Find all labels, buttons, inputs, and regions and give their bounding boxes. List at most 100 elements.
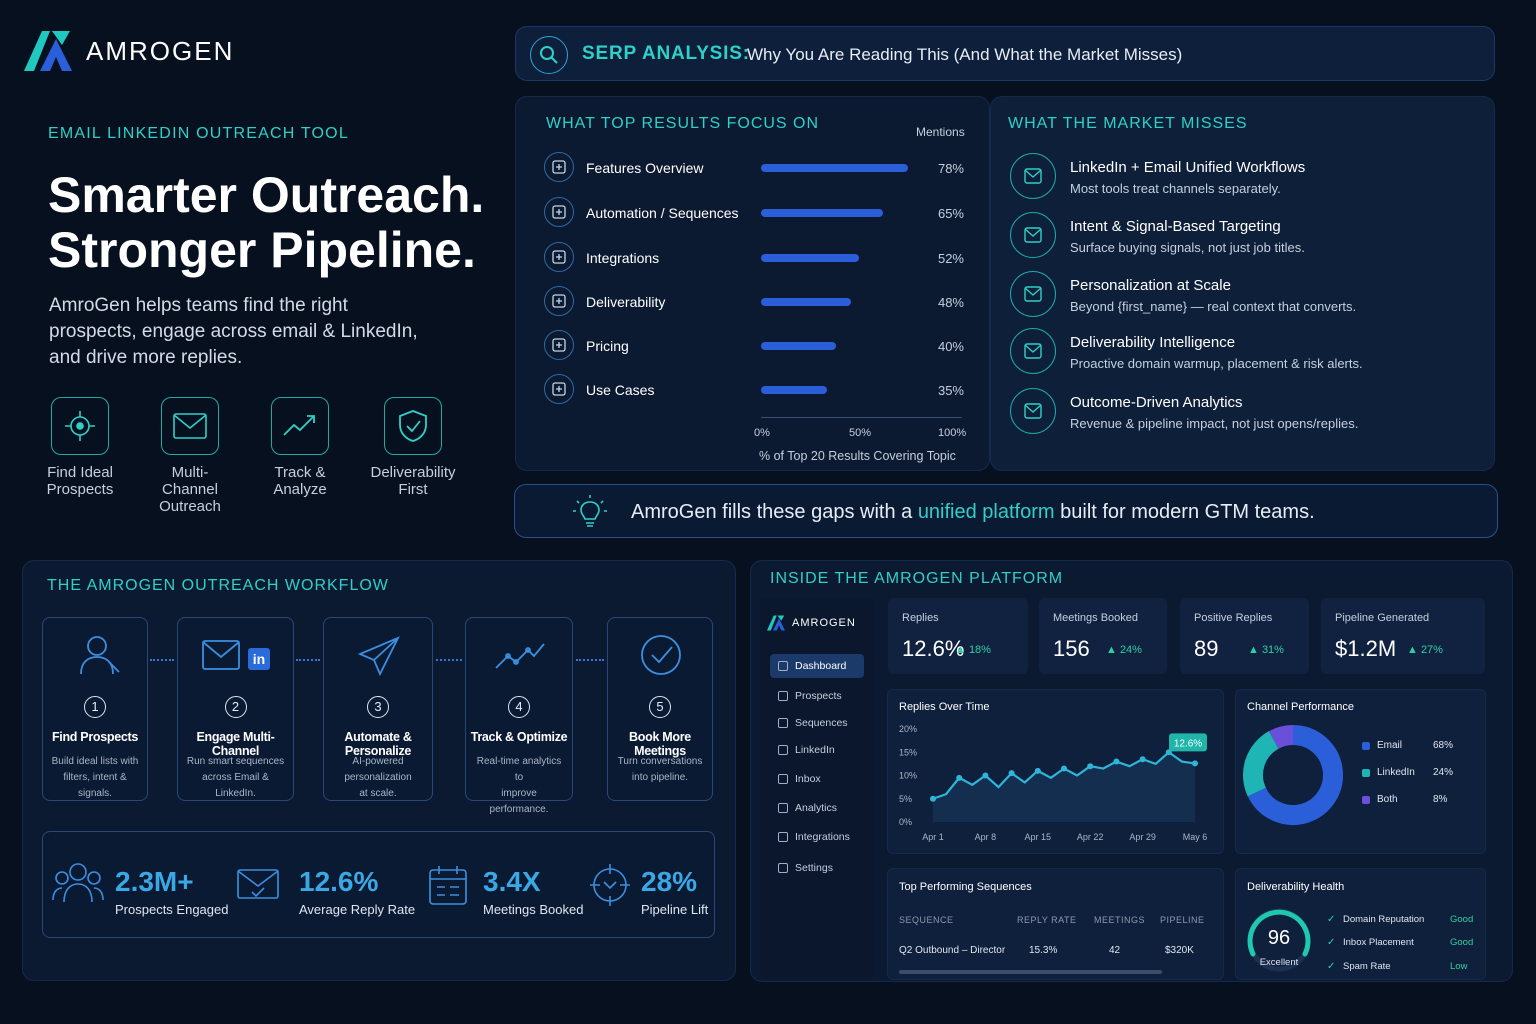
feature-label: Track &: [274, 464, 326, 481]
stat-label: Meetings Booked: [483, 902, 584, 917]
app-brand-name: AMROGEN: [792, 617, 856, 629]
check-icon: ✓: [1327, 914, 1336, 925]
y-tick-label: 15%: [899, 747, 917, 757]
focus-bar-fill: [761, 254, 859, 262]
kpi-change: ▲ 31%: [1248, 644, 1284, 656]
replies-point[interactable]: [1087, 763, 1094, 770]
focus-bar-fill: [761, 164, 908, 172]
banner-highlight[interactable]: unified platform: [917, 501, 1055, 523]
mail-icon: [544, 197, 574, 227]
workflow-stats-box: [42, 831, 715, 938]
banner-text-post: built for modern GTM teams.: [1060, 501, 1315, 523]
miss-item-title: LinkedIn + Email Unified Workflows: [1070, 159, 1306, 176]
donut-slice-email[interactable]: [1247, 725, 1343, 825]
focus-row-pct: 78%: [937, 161, 964, 176]
legend-pct: 24%: [1433, 767, 1454, 778]
platform-title: INSIDE THE AMROGEN PLATFORM: [770, 570, 1064, 587]
miss-item-title: Deliverability Intelligence: [1070, 334, 1236, 351]
kpi-card[interactable]: Meetings Booked 156 ▲ 24%: [1039, 598, 1167, 674]
app-brand[interactable]: AMROGEN: [766, 614, 856, 632]
focus-row-pct: 52%: [937, 251, 964, 266]
focus-row-label: Features Overview: [586, 160, 704, 176]
replies-point[interactable]: [1061, 765, 1067, 772]
linkedin-icon: in: [248, 648, 270, 670]
nav-item-sequences[interactable]: Sequences: [770, 711, 864, 735]
book-icon: [544, 374, 574, 404]
kpi-card[interactable]: Pipeline Generated $1.2M ▲ 27%: [1321, 598, 1485, 674]
search-icon[interactable]: [530, 36, 568, 74]
miss-item-title: Outcome-Driven Analytics: [1070, 394, 1243, 411]
nav-label: Settings: [795, 862, 833, 874]
hero-feature-track-analyze[interactable]: Track & Analyze: [260, 397, 340, 507]
workflow-step-find-prospects[interactable]: 1 Find Prospects Build ideal lists with f…: [42, 617, 148, 801]
workflow-step-book-meetings[interactable]: 5 Book More Meetings Turn conversations i…: [607, 617, 713, 801]
x-tick-label: Apr 22: [1077, 832, 1104, 842]
brand-logo[interactable]: AMROGEN: [22, 26, 242, 76]
hero-feature-find-prospects[interactable]: Find Ideal Prospects: [40, 397, 120, 507]
replies-point[interactable]: [1139, 756, 1146, 763]
donut-slice-both[interactable]: [1268, 725, 1294, 749]
focus-row-label: Deliverability: [586, 294, 666, 310]
nav-item-settings[interactable]: Settings: [770, 856, 864, 880]
kpi-card[interactable]: Positive Replies 89 ▲ 31%: [1180, 598, 1309, 674]
health-title: Deliverability Health: [1247, 881, 1345, 893]
nav-item-integrations[interactable]: Integrations: [770, 825, 864, 849]
replies-point[interactable]: [1192, 760, 1198, 767]
replies-point[interactable]: [1008, 770, 1015, 777]
health-item: ✓ Spam Rate Low: [1327, 961, 1477, 975]
sequences-title: Top Performing Sequences: [899, 881, 1032, 893]
sequences-icon: [778, 718, 788, 728]
health-card: [1235, 868, 1486, 980]
feature-label: Prospects: [46, 481, 114, 498]
flow-arrow: [576, 659, 604, 661]
nav-item-linkedin[interactable]: LinkedIn: [770, 738, 864, 762]
workflow-step-automate[interactable]: 3 Automate & Personalize AI-powered pers…: [323, 617, 433, 801]
focus-row-label: Integrations: [586, 250, 660, 266]
replies-area: [933, 752, 1195, 822]
hero-feature-deliverability[interactable]: Deliverability First: [365, 397, 461, 507]
nav-item-analytics[interactable]: Analytics: [770, 796, 864, 820]
replies-point[interactable]: [956, 774, 963, 781]
miss-item-desc: Revenue & pipeline impact, not just open…: [1070, 416, 1359, 431]
focus-bar: [761, 386, 962, 394]
step-number: 4: [508, 696, 530, 718]
workflow-step-engage[interactable]: in 2 Engage Multi-Channel Run smart sequ…: [177, 617, 294, 801]
nav-item-dashboard[interactable]: Dashboard: [770, 654, 864, 678]
step-desc-line: Real-time analytics to: [476, 756, 562, 783]
banner-text: AmroGen fills these gaps with a unified …: [631, 501, 1315, 524]
step-title: Engage Multi-Channel: [196, 730, 275, 758]
hero-feature-multi-channel[interactable]: Multi-Channel Outreach: [145, 397, 235, 515]
table-cell: $320K: [1165, 945, 1194, 956]
feature-label: Analyze: [273, 481, 327, 498]
table-row[interactable]: Q2 Outbound – Director 15.3% 42 $320K: [899, 945, 1209, 961]
workflow-step-track[interactable]: 4 Track & Optimize Real-time analytics t…: [465, 617, 573, 815]
legend-label: Both: [1377, 794, 1398, 805]
hero-body-line: AmroGen helps teams find the right: [49, 295, 348, 316]
kpi-card[interactable]: Replies 12.6% ▲ 18%: [888, 598, 1028, 674]
users-group-icon: [52, 863, 104, 903]
nav-item-prospects[interactable]: Prospects: [770, 684, 864, 708]
replies-point[interactable]: [1034, 767, 1041, 774]
tag-icon: [544, 330, 574, 360]
donut-slice-linkedin[interactable]: [1243, 731, 1280, 797]
table-scrollbar[interactable]: [899, 970, 1162, 974]
step-desc-line: improve performance.: [489, 788, 549, 815]
focus-bar: [761, 164, 962, 172]
step-desc-line: across Email & LinkedIn.: [202, 772, 269, 799]
nav-item-inbox[interactable]: Inbox: [770, 767, 864, 791]
replies-point[interactable]: [1113, 758, 1120, 765]
kpi-change: ▲ 27%: [1407, 644, 1443, 656]
step-desc-line: Build ideal lists with: [51, 756, 139, 767]
focus-row-pct: 35%: [937, 383, 964, 398]
legend-swatch: [1362, 796, 1370, 804]
users-icon: [80, 636, 120, 675]
banner-text-pre: AmroGen fills these gaps with a: [631, 501, 913, 523]
replies-point[interactable]: [930, 795, 936, 802]
replies-point[interactable]: [982, 772, 989, 779]
table-header: SEQUENCE: [899, 915, 954, 925]
nav-label: Dashboard: [795, 660, 847, 672]
focus-bar: [761, 342, 962, 350]
sequences-card: [887, 868, 1224, 980]
flow-arrow: [436, 659, 462, 661]
nav-label: Integrations: [795, 831, 850, 843]
